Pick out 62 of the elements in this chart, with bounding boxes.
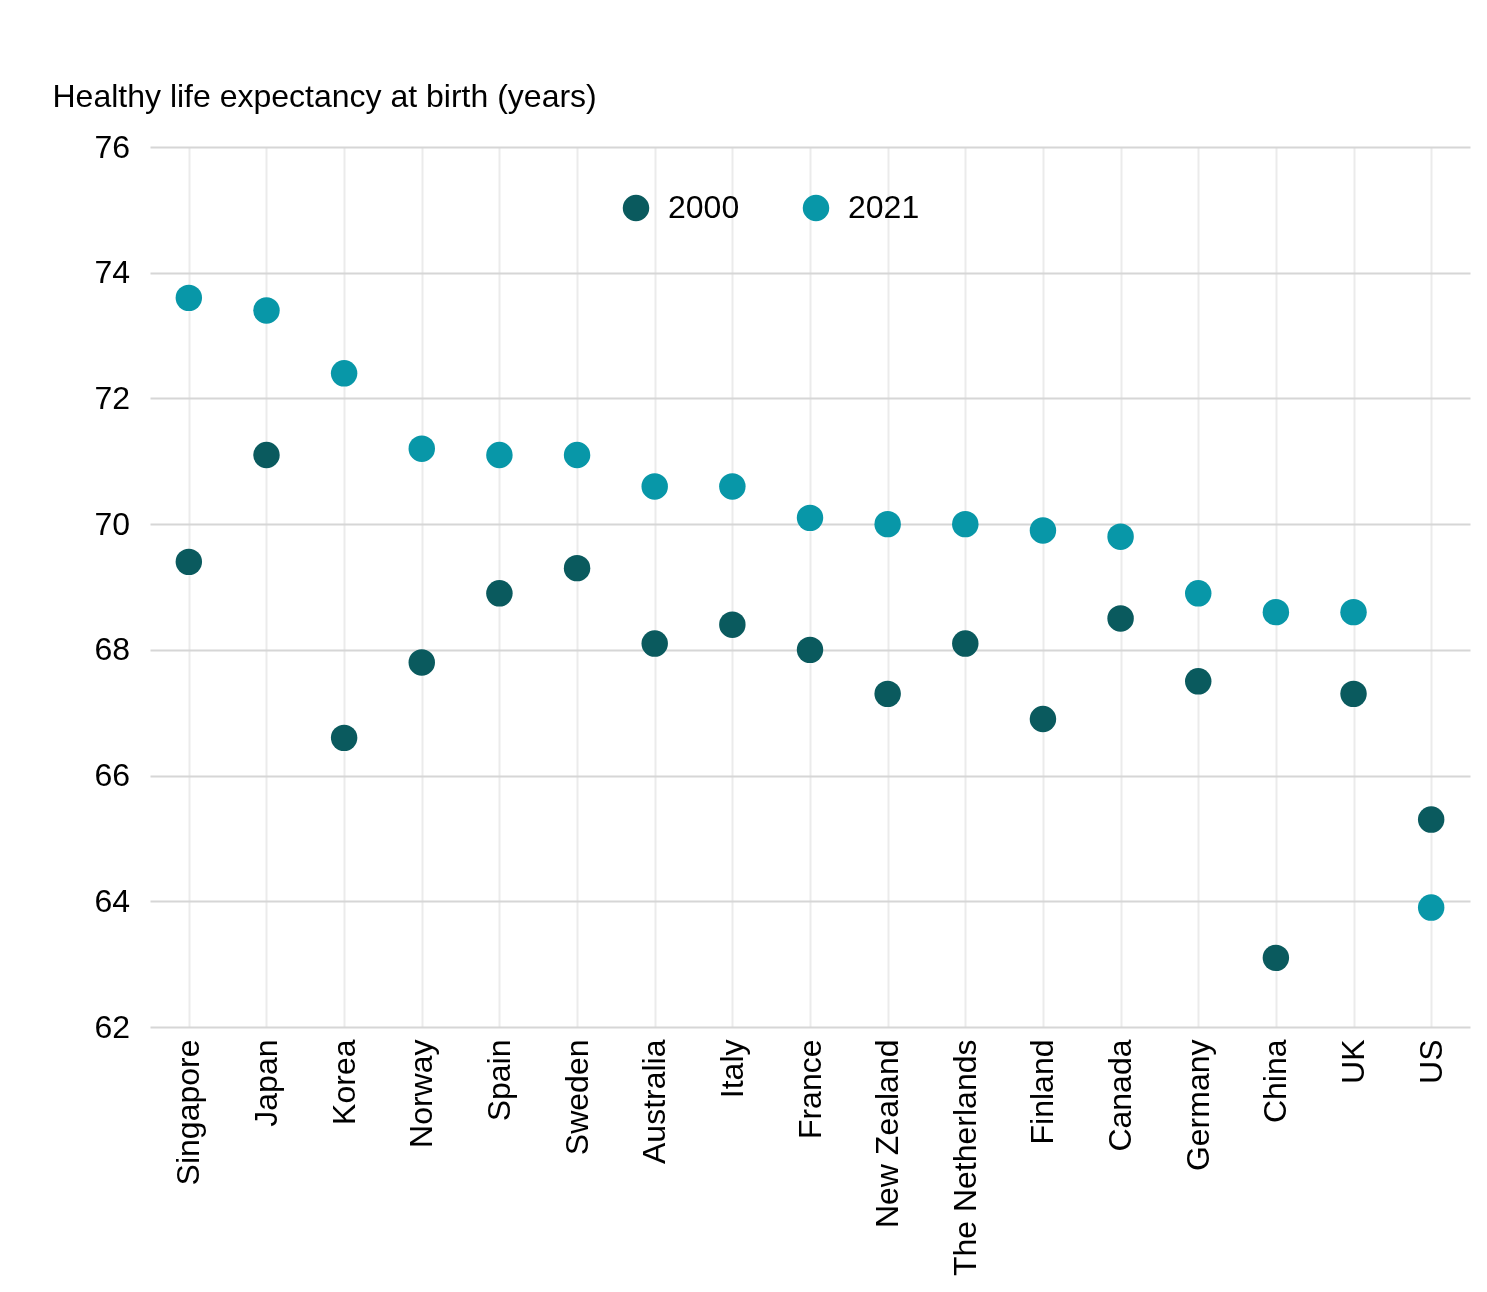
point — [1417, 894, 1445, 921]
x-tick-label: The Netherlands — [946, 1039, 983, 1277]
point — [874, 510, 901, 538]
y-tick-label: 64 — [94, 882, 131, 919]
point — [1107, 605, 1134, 632]
point — [796, 504, 824, 532]
point — [1262, 944, 1290, 972]
point — [1185, 668, 1212, 695]
x-tick-label: Finland — [1024, 1039, 1061, 1145]
x-tick-label: Italy — [713, 1039, 750, 1099]
point — [1262, 598, 1290, 626]
point — [1340, 598, 1367, 626]
point — [641, 630, 668, 657]
x-tick-label: Sweden — [558, 1039, 595, 1156]
point — [253, 297, 280, 324]
point — [1029, 517, 1057, 544]
point — [1340, 680, 1367, 708]
x-tick-label: Germany — [1179, 1039, 1216, 1172]
x-tick-label: Norway — [403, 1039, 440, 1148]
y-tick-label: 74 — [94, 254, 131, 291]
point — [330, 724, 358, 752]
point — [719, 473, 746, 500]
point — [175, 548, 203, 576]
y-tick-label: 68 — [94, 631, 131, 668]
y-axis-title: Healthy life expectancy at birth (years) — [52, 77, 597, 114]
x-tick-label: New Zealand — [869, 1039, 906, 1229]
point — [1185, 580, 1212, 607]
point — [952, 630, 979, 657]
y-tick-label: 62 — [94, 1008, 131, 1045]
point — [1417, 806, 1445, 833]
x-tick-label: Korea — [325, 1039, 362, 1125]
x-tick-label: Australia — [636, 1039, 673, 1164]
x-tick-label: Singapore — [170, 1039, 207, 1186]
y-tick-label: 76 — [94, 128, 131, 165]
point — [563, 441, 591, 469]
point — [330, 360, 358, 387]
y-tick-label: 70 — [94, 505, 131, 542]
point — [253, 441, 280, 469]
point — [486, 441, 513, 469]
point — [796, 636, 824, 664]
point — [408, 649, 435, 676]
point — [563, 554, 591, 582]
point — [719, 611, 746, 638]
point — [952, 510, 979, 538]
point — [874, 680, 901, 708]
point — [408, 435, 435, 462]
x-tick-label: China — [1257, 1039, 1294, 1124]
x-tick-label: Japan — [247, 1039, 284, 1127]
y-tick-label: 72 — [94, 379, 131, 416]
point — [1029, 705, 1057, 733]
x-tick-label: France — [791, 1039, 828, 1140]
point — [486, 580, 513, 607]
x-tick-label: US — [1412, 1039, 1449, 1084]
point — [641, 473, 668, 500]
y-tick-label: 66 — [94, 757, 131, 794]
point — [175, 284, 203, 312]
point — [1107, 523, 1134, 550]
x-tick-label: Canada — [1102, 1039, 1139, 1152]
x-tick-label: Spain — [480, 1039, 517, 1122]
legend-label: 2021 — [848, 189, 920, 225]
x-tick-label: UK — [1335, 1039, 1372, 1084]
legend-label: 2000 — [668, 189, 740, 225]
